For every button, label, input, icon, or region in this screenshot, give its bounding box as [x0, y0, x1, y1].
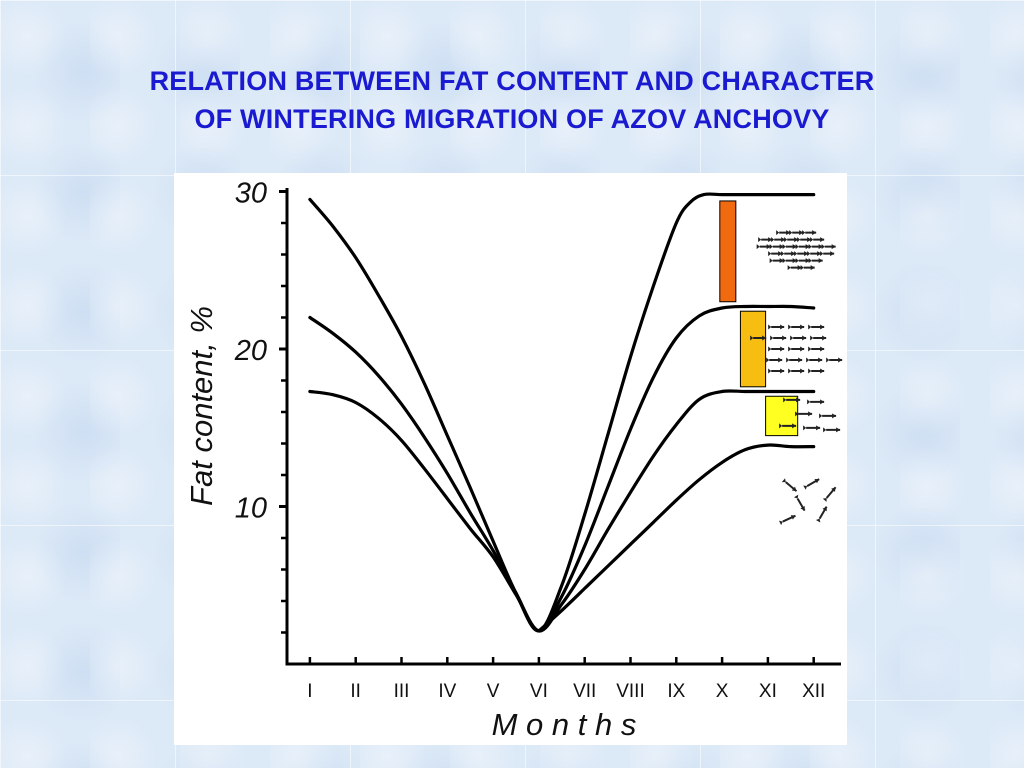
x-tick-label: VIII: [616, 681, 645, 702]
migration-bar-1: [719, 200, 737, 303]
fish-icon: [806, 357, 823, 363]
fish-icon: [776, 230, 791, 236]
fish-icon: [808, 346, 825, 352]
axes: [279, 188, 841, 666]
chart-panel: 10 20 30 I II III IV V VI VII VIII IX X XI XII Fat con…: [174, 173, 847, 745]
fat-content-curve-1: [308, 192, 816, 633]
series-lines: [308, 192, 816, 633]
fat-content-curve-4: [537, 443, 816, 633]
fish-icon: [810, 335, 827, 341]
fish-icon: [771, 237, 786, 243]
fat-content-curve-2: [308, 304, 816, 633]
fish-icon: [769, 244, 784, 250]
slide-title-line-2: OF WINTERING MIGRATION OF AZOV ANCHOVY: [194, 104, 830, 134]
y-tick-label: 30: [235, 178, 267, 210]
migration-markers: [719, 200, 799, 437]
fish-icon: [779, 423, 797, 429]
migration-bar-3: [765, 395, 799, 437]
fish-icon: [768, 368, 785, 374]
fish-icon: [803, 425, 821, 431]
x-tick-label: VI: [530, 681, 548, 702]
fish-icon: [815, 506, 828, 523]
slide-title-line-1: RELATION BETWEEN FAT CONTENT AND CHARACT…: [149, 66, 875, 96]
fish-icon: [768, 324, 785, 330]
x-axis-label: M o n t h s: [492, 707, 637, 742]
x-tick-label: XI: [759, 681, 777, 702]
fish-icon: [819, 413, 837, 419]
y-tick-label: 10: [235, 493, 267, 525]
y-axis-label: Fat content, %: [184, 306, 219, 506]
fish-icon: [790, 335, 807, 341]
fish-icon: [807, 399, 825, 405]
fish-icon: [826, 357, 843, 363]
x-tick-label: IX: [667, 681, 685, 702]
fish-icon: [802, 230, 817, 236]
fish-groups: [750, 230, 843, 526]
fish-icon: [822, 486, 837, 502]
fish-icon: [823, 427, 841, 433]
x-tick-label: IV: [438, 681, 456, 702]
fish-icon: [788, 346, 805, 352]
fish-icon: [808, 258, 823, 264]
fish-icon: [797, 237, 812, 243]
fish-icon: [795, 258, 810, 264]
fish-icon: [786, 357, 803, 363]
fish-icon: [781, 251, 796, 257]
fish-icon: [782, 258, 797, 264]
fat-content-curve-3: [308, 389, 816, 633]
fish-icon: [770, 335, 787, 341]
x-tick-label: XII: [802, 681, 825, 702]
fish-icon: [758, 237, 773, 243]
x-tick-label: III: [394, 681, 410, 702]
fish-icon: [779, 514, 796, 526]
fish-icon: [750, 335, 767, 341]
fish-icon: [766, 357, 783, 363]
fish-icon: [810, 237, 825, 243]
fish-icon: [808, 324, 825, 330]
fish-icon: [787, 265, 802, 271]
x-tick-label: X: [716, 681, 729, 702]
fish-icon: [781, 478, 798, 492]
fish-icon: [794, 251, 809, 257]
x-tick-label: V: [487, 681, 500, 702]
fish-icon: [808, 368, 825, 374]
fish-icon: [788, 324, 805, 330]
fish-icon: [795, 244, 810, 250]
fish-icon: [756, 244, 771, 250]
y-tick-label: 20: [234, 335, 267, 367]
fish-icon: [789, 230, 804, 236]
fish-icon: [808, 244, 823, 250]
fish-icon: [768, 251, 783, 257]
fish-icon: [821, 244, 836, 250]
fish-icon: [803, 478, 820, 490]
x-tick-label: VII: [573, 681, 596, 702]
migration-bar-2: [739, 310, 767, 388]
fish-icon: [783, 397, 801, 403]
fish-icon: [769, 258, 784, 264]
fish-icon: [793, 494, 806, 512]
fish-icon: [800, 265, 815, 271]
fish-icon: [788, 368, 805, 374]
slide-title: RELATION BETWEEN FAT CONTENT AND CHARACT…: [40, 62, 984, 138]
fish-icon: [784, 237, 799, 243]
x-tick-label: I: [307, 681, 312, 702]
fish-icon: [782, 244, 797, 250]
fish-icon: [820, 251, 835, 257]
fish-icon: [768, 346, 785, 352]
x-tick-label: II: [350, 681, 361, 702]
fish-icon: [807, 251, 822, 257]
fish-icon: [795, 411, 813, 417]
